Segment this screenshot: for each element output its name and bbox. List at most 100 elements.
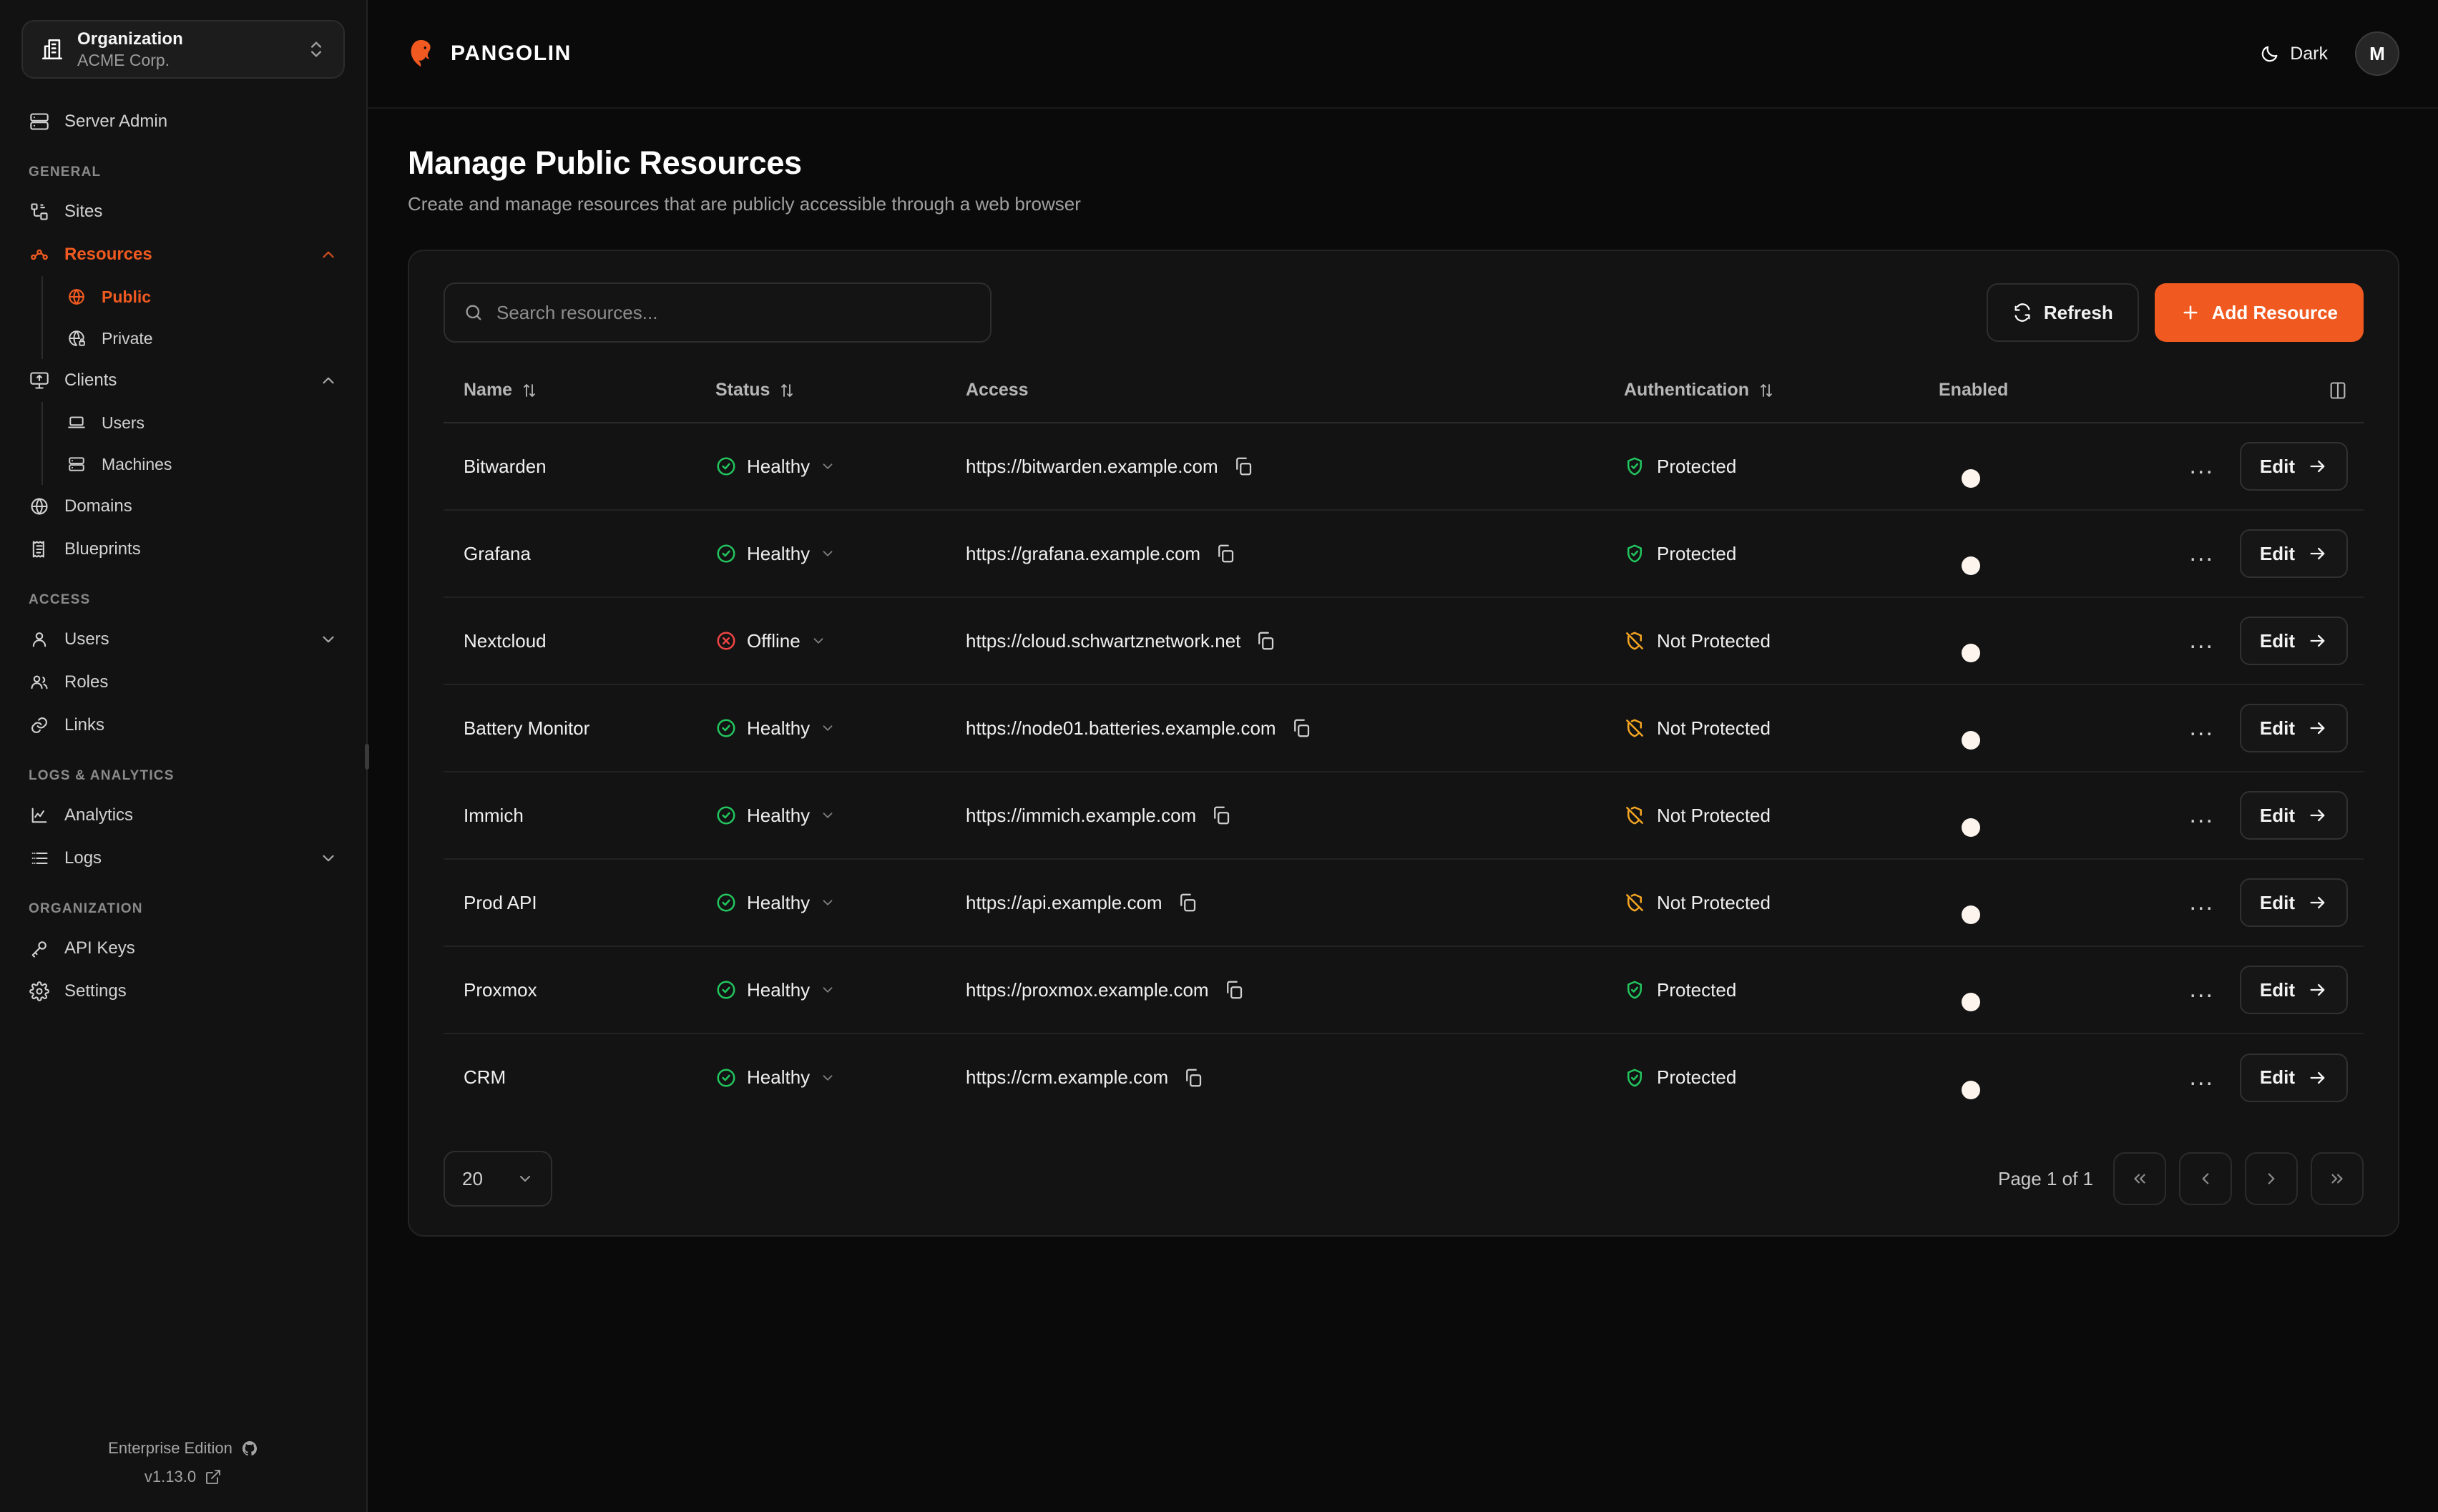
search-box[interactable]: [444, 283, 992, 343]
resource-url[interactable]: https://immich.example.com: [966, 804, 1197, 826]
table-row[interactable]: Prod API Healthy https://api.example.com No…: [444, 859, 2364, 947]
sidebar-item-api-keys[interactable]: API Keys: [0, 927, 366, 970]
chevron-down-icon[interactable]: [319, 849, 338, 868]
edition-link[interactable]: Enterprise Edition: [108, 1439, 258, 1458]
row-more-button[interactable]: ...: [2189, 801, 2214, 829]
next-page-button[interactable]: [2245, 1152, 2298, 1205]
sidebar-item-domains[interactable]: Domains: [0, 485, 366, 528]
sidebar-item-clients-users[interactable]: Users: [43, 402, 366, 443]
column-header-actions[interactable]: [2153, 370, 2364, 423]
edit-button[interactable]: Edit: [2239, 442, 2348, 491]
resource-url[interactable]: https://api.example.com: [966, 891, 1162, 913]
table-row[interactable]: Grafana Healthy https://grafana.example.co…: [444, 510, 2364, 598]
chevron-down-icon[interactable]: [820, 546, 836, 561]
copy-icon[interactable]: [1210, 805, 1232, 826]
chevron-down-icon[interactable]: [820, 895, 836, 910]
column-header-authentication[interactable]: Authentication: [1624, 370, 1939, 423]
copy-icon[interactable]: [1233, 456, 1254, 477]
column-header-status[interactable]: Status: [715, 370, 966, 423]
copy-icon[interactable]: [1255, 630, 1276, 652]
copy-icon[interactable]: [1223, 979, 1245, 1001]
resource-url[interactable]: https://cloud.schwartznetwork.net: [966, 629, 1241, 652]
org-switcher[interactable]: Organization ACME Corp.: [21, 20, 345, 79]
sidebar-item-roles[interactable]: Roles: [0, 661, 366, 704]
status-badge[interactable]: Offline: [715, 630, 966, 652]
sidebar-item-sites[interactable]: Sites: [0, 190, 366, 233]
row-more-button[interactable]: ...: [2189, 976, 2214, 1003]
chevron-down-icon[interactable]: [820, 720, 836, 736]
edit-button[interactable]: Edit: [2239, 1053, 2348, 1102]
table-row[interactable]: Proxmox Healthy https://proxmox.example.co…: [444, 946, 2364, 1034]
github-icon[interactable]: [241, 1440, 258, 1457]
table-row[interactable]: Immich Healthy https://immich.example.com N…: [444, 772, 2364, 860]
row-more-button[interactable]: ...: [2189, 888, 2214, 916]
chevron-up-icon[interactable]: [319, 371, 338, 390]
resource-url[interactable]: https://bitwarden.example.com: [966, 455, 1218, 477]
edit-button[interactable]: Edit: [2239, 966, 2348, 1014]
chevron-up-icon[interactable]: [319, 245, 338, 264]
first-page-button[interactable]: [2113, 1152, 2166, 1205]
edit-button[interactable]: Edit: [2239, 704, 2348, 752]
external-link-icon[interactable]: [205, 1468, 222, 1486]
search-input[interactable]: [496, 301, 971, 324]
resource-url[interactable]: https://grafana.example.com: [966, 542, 1201, 564]
chevron-down-icon[interactable]: [811, 633, 826, 649]
edit-button[interactable]: Edit: [2239, 878, 2348, 927]
sidebar-item-analytics[interactable]: Analytics: [0, 794, 366, 837]
row-more-button[interactable]: ...: [2189, 627, 2214, 654]
status-badge[interactable]: Healthy: [715, 1066, 966, 1089]
status-badge[interactable]: Healthy: [715, 892, 966, 914]
prev-page-button[interactable]: [2179, 1152, 2232, 1205]
edit-button[interactable]: Edit: [2239, 791, 2348, 840]
status-badge[interactable]: Healthy: [715, 456, 966, 478]
row-more-button[interactable]: ...: [2189, 1063, 2214, 1091]
last-page-button[interactable]: [2311, 1152, 2364, 1205]
add-resource-button[interactable]: Add Resource: [2154, 283, 2364, 342]
brand[interactable]: PANGOLIN: [405, 37, 572, 70]
copy-icon[interactable]: [1291, 717, 1312, 739]
sidebar-item-users[interactable]: Users: [0, 618, 366, 661]
columns-toggle-icon[interactable]: [2328, 381, 2348, 401]
sidebar-item-logs[interactable]: Logs: [0, 837, 366, 880]
sidebar-item-public[interactable]: Public: [43, 276, 366, 318]
resource-url[interactable]: https://node01.batteries.example.com: [966, 717, 1276, 739]
table-row[interactable]: Bitwarden Healthy https://bitwarden.exampl…: [444, 423, 2364, 511]
resource-url[interactable]: https://proxmox.example.com: [966, 978, 1209, 1001]
row-more-button[interactable]: ...: [2189, 714, 2214, 742]
row-more-button[interactable]: ...: [2189, 539, 2214, 567]
status-badge[interactable]: Healthy: [715, 805, 966, 827]
chevron-down-icon[interactable]: [820, 982, 836, 998]
sidebar-item-blueprints[interactable]: Blueprints: [0, 528, 366, 571]
rows-per-page-select[interactable]: 20: [444, 1151, 552, 1207]
status-badge[interactable]: Healthy: [715, 717, 966, 740]
table-row[interactable]: Nextcloud Offline https://cloud.schwartzne…: [444, 597, 2364, 685]
avatar[interactable]: M: [2355, 31, 2399, 76]
copy-icon[interactable]: [1177, 892, 1198, 913]
copy-icon[interactable]: [1215, 543, 1236, 564]
table-row[interactable]: CRM Healthy https://crm.example.com Protect…: [444, 1034, 2364, 1121]
copy-icon[interactable]: [1183, 1067, 1204, 1089]
sidebar-item-private[interactable]: Private: [43, 318, 366, 359]
edit-button[interactable]: Edit: [2239, 617, 2348, 665]
sidebar-item-settings[interactable]: Settings: [0, 970, 366, 1013]
row-more-button[interactable]: ...: [2189, 452, 2214, 480]
chevron-down-icon[interactable]: [820, 807, 836, 823]
theme-toggle[interactable]: Dark: [2260, 44, 2328, 64]
sidebar-item-clients[interactable]: Clients: [0, 359, 366, 402]
sidebar-resize-handle[interactable]: [365, 744, 369, 770]
sidebar-item-clients-machines[interactable]: Machines: [43, 443, 366, 485]
edit-button[interactable]: Edit: [2239, 529, 2348, 578]
chevron-down-icon[interactable]: [319, 630, 338, 649]
status-badge[interactable]: Healthy: [715, 543, 966, 565]
status-badge[interactable]: Healthy: [715, 979, 966, 1001]
sidebar-item-links[interactable]: Links: [0, 704, 366, 747]
table-row[interactable]: Battery Monitor Healthy https://node01.bat…: [444, 684, 2364, 772]
refresh-button[interactable]: Refresh: [1986, 283, 2139, 342]
sidebar-item-server-admin[interactable]: Server Admin: [0, 100, 366, 143]
chevron-down-icon[interactable]: [820, 458, 836, 474]
resource-url[interactable]: https://crm.example.com: [966, 1066, 1169, 1088]
version-link[interactable]: v1.13.0: [145, 1468, 222, 1486]
column-header-name[interactable]: Name: [444, 370, 715, 423]
chevron-down-icon[interactable]: [820, 1070, 836, 1086]
sidebar-item-resources[interactable]: Resources: [0, 233, 366, 276]
